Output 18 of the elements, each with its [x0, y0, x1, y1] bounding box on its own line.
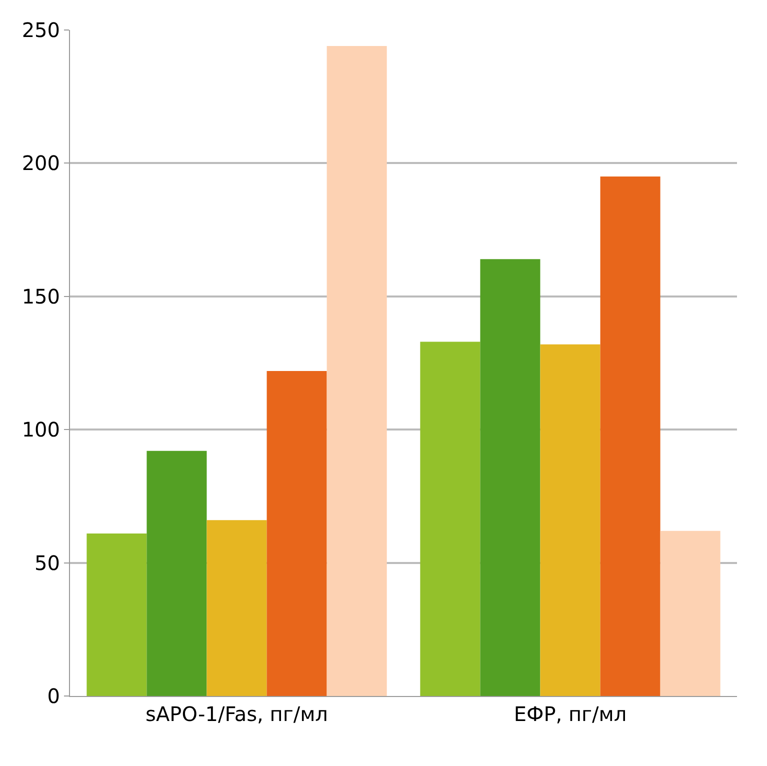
bar — [660, 530, 720, 696]
bar — [600, 176, 660, 696]
y-tick-label: 200 — [22, 151, 60, 176]
y-tick-label: 150 — [22, 284, 60, 308]
y-tick-label: 50 — [34, 550, 60, 575]
bar — [326, 46, 387, 696]
bar — [146, 450, 207, 696]
bar — [86, 534, 147, 696]
bar — [540, 344, 600, 696]
bar — [266, 370, 327, 696]
x-tick-label: sAPO-1/Fas, пг/мл — [146, 702, 328, 726]
x-tick-label: ЕФР, пг/мл — [514, 702, 627, 726]
y-tick-label: 0 — [47, 684, 60, 708]
bar — [206, 520, 267, 696]
bar — [480, 259, 540, 696]
y-tick-label: 100 — [22, 418, 60, 442]
y-tick-label: 250 — [22, 18, 60, 42]
bar — [420, 342, 480, 696]
